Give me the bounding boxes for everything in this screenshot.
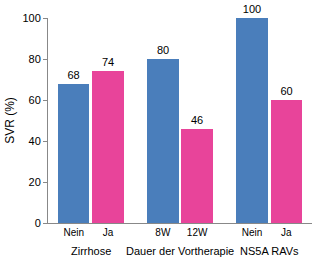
svg-text:Nein: Nein <box>242 227 263 238</box>
svg-text:68: 68 <box>67 69 79 81</box>
svg-text:8W: 8W <box>155 227 171 238</box>
svg-text:100: 100 <box>243 3 261 15</box>
svg-text:Zirrhose: Zirrhose <box>71 245 111 257</box>
svg-text:0: 0 <box>35 217 41 229</box>
svg-text:12W: 12W <box>187 227 208 238</box>
svg-text:SVR (%): SVR (%) <box>3 97 17 144</box>
svg-text:Ja: Ja <box>281 227 292 238</box>
svg-text:Nein: Nein <box>63 227 84 238</box>
svg-text:Dauer der Vortherapie: Dauer der Vortherapie <box>126 245 234 257</box>
svg-text:80: 80 <box>157 44 169 56</box>
svg-text:60: 60 <box>29 94 41 106</box>
svg-text:NS5A RAVs: NS5A RAVs <box>240 245 299 257</box>
svg-text:80: 80 <box>29 53 41 65</box>
svg-text:20: 20 <box>29 176 41 188</box>
svg-text:60: 60 <box>280 85 292 97</box>
svg-text:46: 46 <box>191 114 203 126</box>
svg-text:74: 74 <box>102 56 114 68</box>
svg-text:100: 100 <box>22 12 40 24</box>
svg-text:40: 40 <box>29 135 41 147</box>
svg-text:Ja: Ja <box>103 227 114 238</box>
